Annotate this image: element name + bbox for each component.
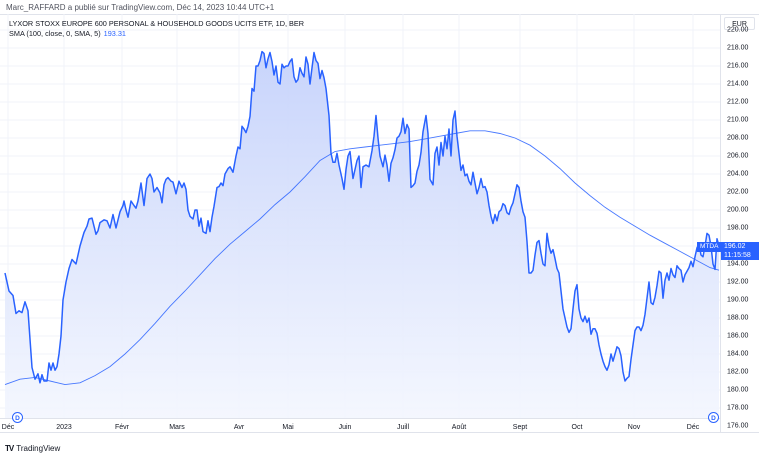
y-tick-label: 220.00 <box>727 26 749 34</box>
y-tick-label: 182.00 <box>727 368 749 376</box>
y-tick-label: 180.00 <box>727 386 749 394</box>
y-tick-label: 198.00 <box>727 224 749 232</box>
x-tick-label: Oct <box>571 424 583 431</box>
footer-branding: TV TradingView <box>5 444 60 453</box>
legend-symbol-line: LYXOR STOXX EUROPE 600 PERSONAL & HOUSEH… <box>9 19 305 28</box>
tradingview-brand-text: TradingView <box>16 444 61 453</box>
symbol-badge: MTDA <box>697 242 722 252</box>
chart-legend: LYXOR STOXX EUROPE 600 PERSONAL & HOUSEH… <box>9 19 304 39</box>
y-tick-label: 200.00 <box>727 206 749 214</box>
y-tick-label: 214.00 <box>727 80 749 88</box>
published-by-text: Marc_RAFFARD a publié sur TradingView.co… <box>6 3 275 12</box>
legend-sma-label: SMA (100, close, 0, SMA, 5) <box>9 29 101 38</box>
y-tick-label: 204.00 <box>727 170 749 178</box>
x-tick-label: Déc <box>1 424 15 431</box>
y-tick-label: 218.00 <box>727 44 749 52</box>
x-tick-label: Mars <box>169 424 185 431</box>
y-tick-label: 188.00 <box>727 314 749 322</box>
x-tick-label: Août <box>451 424 467 431</box>
x-tick-label: Avr <box>233 424 245 431</box>
price-chart-plot[interactable] <box>0 0 720 418</box>
x-tick-label: Févr <box>115 424 129 431</box>
y-tick-label: 202.00 <box>727 188 749 196</box>
x-tick-label: Déc <box>686 424 700 431</box>
y-tick-label: 176.00 <box>727 422 749 430</box>
x-tick-label: Juin <box>338 424 352 431</box>
price-area-fill <box>5 51 719 418</box>
y-tick-label: 186.00 <box>727 332 749 340</box>
x-tick-label: Mai <box>282 424 294 431</box>
y-tick-label: 194.00 <box>727 260 749 268</box>
x-tick-label: Juill <box>396 424 410 431</box>
y-tick-label: 212.00 <box>727 98 749 106</box>
last-price-value: 196.02 <box>724 243 746 250</box>
price-line <box>4 50 720 384</box>
tradingview-logo-icon: TV <box>5 444 14 453</box>
sma-line <box>4 130 720 386</box>
y-tick-label: 210.00 <box>727 116 749 124</box>
legend-sma-value: 193.31 <box>103 29 126 38</box>
legend-sma-row: SMA (100, close, 0, SMA, 5) 193.31 <box>9 29 304 39</box>
y-tick-label: 190.00 <box>727 296 749 304</box>
chart-frame <box>0 14 759 433</box>
x-tick-label: Nov <box>627 424 641 431</box>
price-axis[interactable] <box>720 14 760 433</box>
x-tick-label: 2023 <box>56 424 72 431</box>
last-price-badge: 196.02 11:15:58 <box>721 242 759 260</box>
y-tick-label: 216.00 <box>727 62 749 70</box>
time-axis[interactable] <box>0 418 720 433</box>
y-tick-label: 206.00 <box>727 152 749 160</box>
x-tick-label: Sept <box>512 424 528 431</box>
dividend-marker-icon[interactable]: D <box>12 412 23 423</box>
dividend-marker-icon[interactable]: D <box>708 412 719 423</box>
y-tick-label: 184.00 <box>727 350 749 358</box>
y-tick-label: 208.00 <box>727 134 749 142</box>
y-tick-label: 178.00 <box>727 404 749 412</box>
bar-countdown: 11:15:58 <box>724 251 751 259</box>
y-tick-label: 192.00 <box>727 278 749 286</box>
currency-selector[interactable]: EUR <box>724 17 755 30</box>
